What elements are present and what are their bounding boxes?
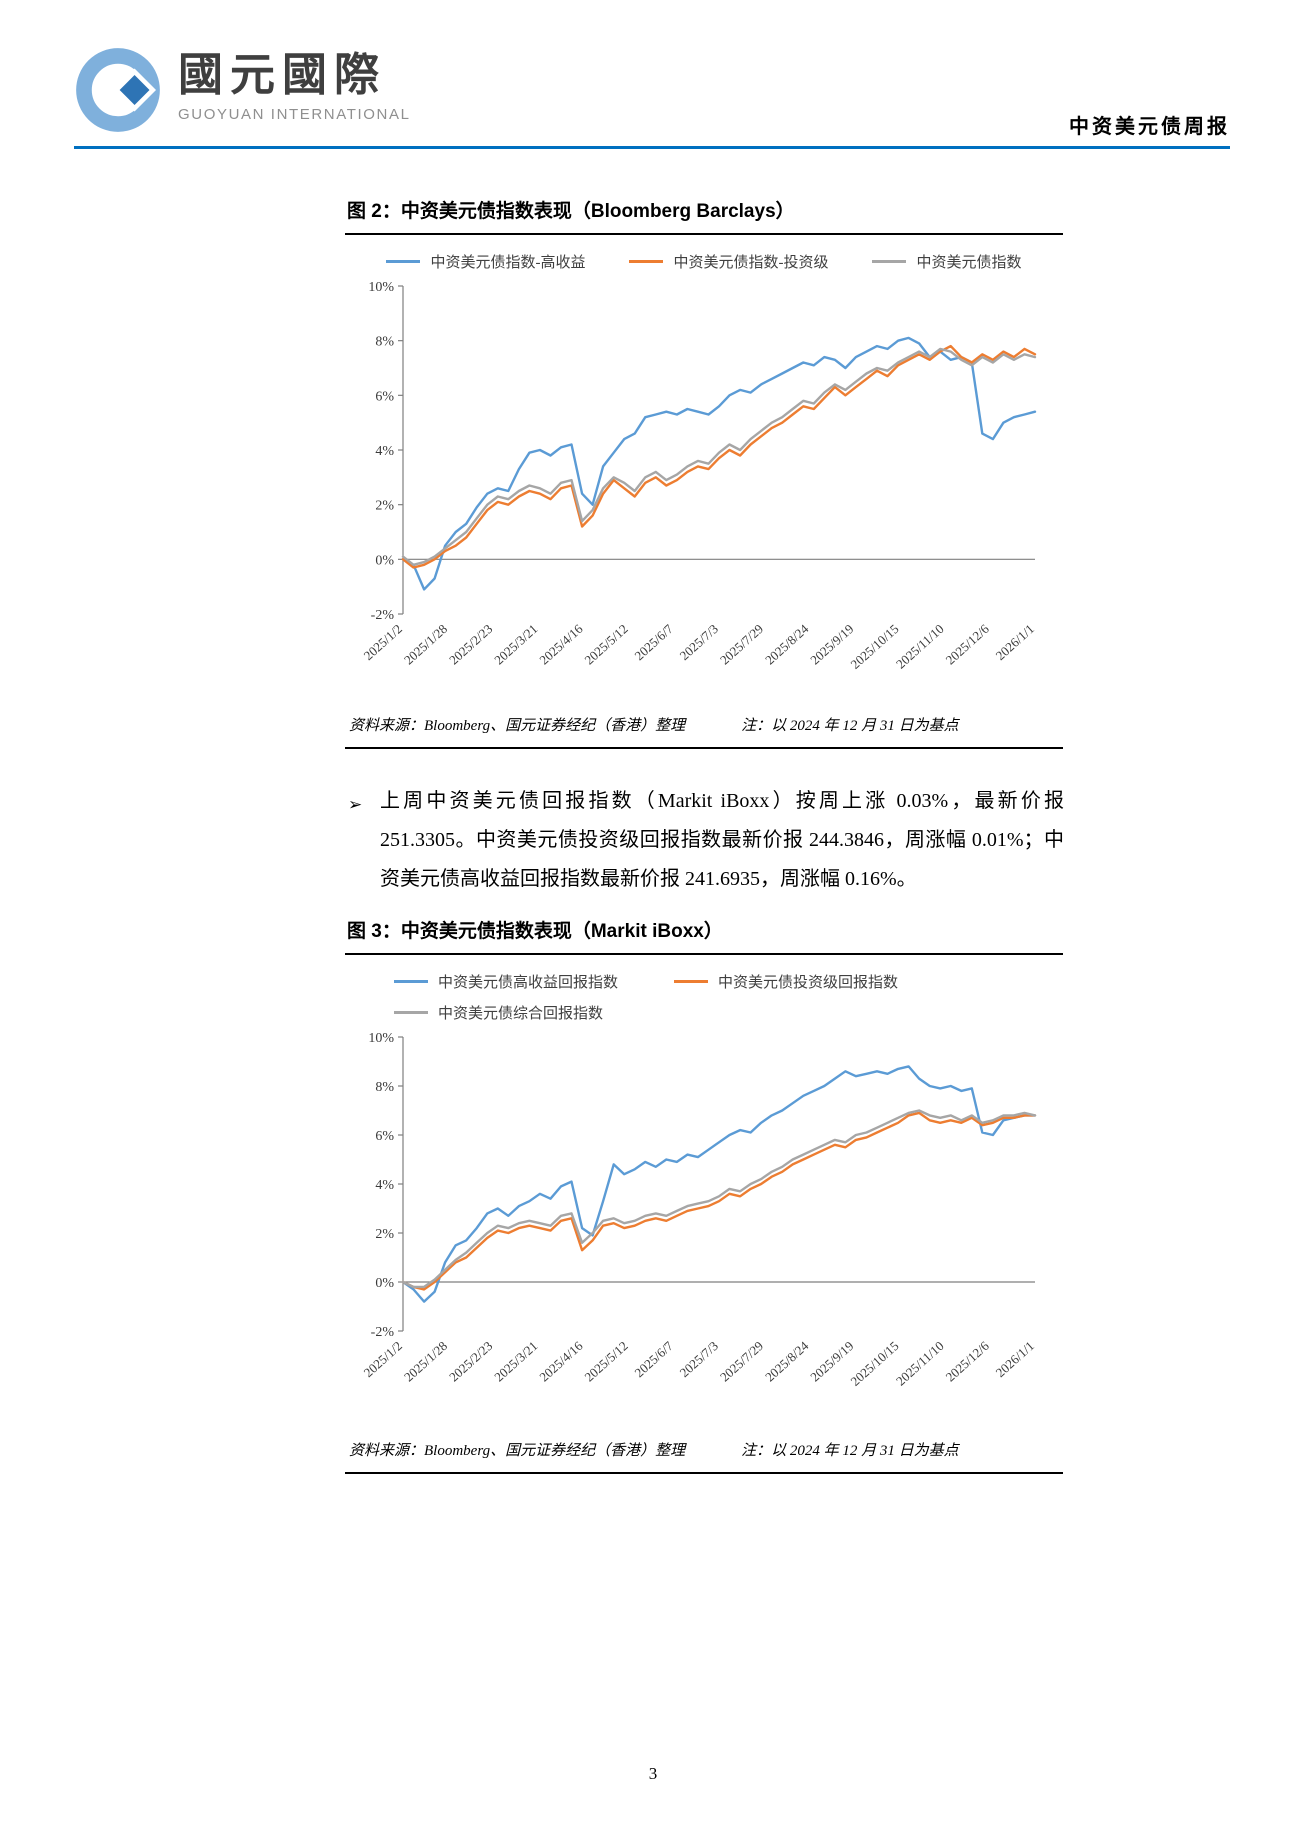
x-tick-label: 2025/2/23 bbox=[446, 1338, 495, 1384]
y-tick-label: -2% bbox=[371, 608, 395, 623]
legend-swatch bbox=[674, 980, 709, 983]
x-tick-label: 2025/1/28 bbox=[401, 621, 450, 667]
legend-swatch bbox=[872, 260, 907, 263]
y-tick-label: 8% bbox=[375, 1080, 394, 1095]
legend-label: 中资美元债指数-投资级 bbox=[673, 255, 829, 271]
legend-item: 中资美元债指数 bbox=[872, 251, 1022, 272]
x-tick-label: 2025/11/10 bbox=[893, 621, 947, 671]
figure3-source: 资料来源：Bloomberg、国元证券经纪（香港）整理 bbox=[349, 1443, 686, 1459]
x-tick-label: 2025/6/7 bbox=[631, 621, 676, 663]
figure2-source: 资料来源：Bloomberg、国元证券经纪（香港）整理 bbox=[349, 718, 686, 734]
legend-item: 中资美元债综合回报指数 bbox=[394, 1002, 603, 1023]
y-tick-label: 2% bbox=[375, 1227, 394, 1242]
legend-item: 中资美元债指数-高收益 bbox=[386, 251, 585, 272]
figure3-title: 图 3：中资美元债指数表现（Markit iBoxx） bbox=[345, 916, 1063, 955]
legend-label: 中资美元债投资级回报指数 bbox=[718, 975, 899, 991]
x-tick-label: 2025/12/6 bbox=[943, 1338, 993, 1385]
summary-text: 上周中资美元债回报指数（Markit iBoxx）按周上涨 0.03%，最新价报… bbox=[380, 790, 1064, 890]
x-tick-label: 2025/1/2 bbox=[361, 621, 405, 663]
x-tick-label: 2025/7/3 bbox=[677, 621, 721, 663]
figure3-chart: -2% 0% 2% 4% 6% 8% 10% 2025/1/22025/1/282025/2/… bbox=[361, 1031, 1037, 1389]
page-number: 3 bbox=[648, 1764, 658, 1783]
figure2-title: 图 2：中资美元债指数表现（Bloomberg Barclays） bbox=[345, 196, 1063, 235]
x-tick-label: 2025/10/15 bbox=[848, 1338, 902, 1389]
series-line-1 bbox=[401, 344, 1037, 569]
y-tick-label: 6% bbox=[375, 389, 394, 404]
figure2-legend: 中资美元债指数-高收益 中资美元债指数-投资级 中资美元债指数 bbox=[345, 251, 1063, 272]
legend-label: 中资美元债综合回报指数 bbox=[438, 1006, 604, 1022]
series-line-2 bbox=[401, 1109, 1037, 1289]
x-tick-label: 2025/5/12 bbox=[581, 1338, 630, 1384]
x-tick-label: 2025/4/16 bbox=[536, 1338, 586, 1385]
figure2-chart: -2% 0% 2% 4% 6% 8% 10% 2025/1/22025/1/282025/2/… bbox=[361, 280, 1037, 672]
y-tick-label: 4% bbox=[375, 444, 394, 459]
x-tick-label: 2025/3/21 bbox=[491, 621, 540, 667]
y-tick-label: 10% bbox=[368, 280, 394, 295]
logo-texts: 國元國際 GUOYUAN INTERNATIONAL bbox=[178, 50, 411, 123]
legend-label: 中资美元债高收益回报指数 bbox=[438, 975, 619, 991]
legend-item: 中资美元债高收益回报指数 bbox=[394, 971, 618, 992]
legend-swatch bbox=[386, 260, 421, 263]
y-tick-label: 8% bbox=[375, 335, 394, 350]
legend-item: 中资美元债指数-投资级 bbox=[629, 251, 828, 272]
x-tick-label: 2025/2/23 bbox=[446, 621, 495, 667]
legend-swatch bbox=[394, 1011, 428, 1014]
y-tick-label: 0% bbox=[375, 553, 394, 568]
x-tick-label: 2025/7/29 bbox=[717, 621, 766, 667]
x-tick-label: 2025/3/21 bbox=[491, 1338, 540, 1384]
figure3-note: 注：以 2024 年 12 月 31 日为基点 bbox=[741, 1443, 959, 1459]
x-tick-label: 2025/8/24 bbox=[762, 1338, 812, 1385]
legend-label: 中资美元债指数 bbox=[916, 255, 1022, 271]
bullet-arrow-icon: ➢ bbox=[348, 795, 363, 814]
logo-text-cn: 國元國際 bbox=[178, 50, 387, 100]
legend-swatch bbox=[629, 260, 664, 263]
x-tick-label: 2025/7/29 bbox=[717, 1338, 766, 1384]
y-tick-label: 4% bbox=[375, 1178, 394, 1193]
x-tick-label: 2025/6/7 bbox=[631, 1338, 676, 1380]
y-tick-label: 10% bbox=[368, 1031, 394, 1046]
legend-swatch bbox=[394, 980, 428, 983]
x-tick-label: 2025/7/3 bbox=[677, 1338, 721, 1380]
x-tick-label: 2025/11/10 bbox=[893, 1338, 947, 1388]
y-tick-label: 0% bbox=[375, 1276, 394, 1291]
series-line-1 bbox=[401, 1111, 1037, 1291]
x-tick-label: 2025/1/28 bbox=[401, 1338, 450, 1384]
header-logo-block: 國元國際 GUOYUAN INTERNATIONAL bbox=[72, 44, 411, 136]
y-tick-label: 2% bbox=[375, 499, 394, 514]
figure2-source-row: 资料来源：Bloomberg、国元证券经纪（香港）整理 注：以 2024 年 1… bbox=[345, 704, 1063, 749]
legend-label: 中资美元债指数-高收益 bbox=[430, 255, 586, 271]
x-tick-label: 2026/1/1 bbox=[993, 1338, 1037, 1380]
report-title: 中资美元债周报 bbox=[1069, 116, 1230, 138]
x-tick-label: 2025/8/24 bbox=[762, 621, 812, 668]
y-tick-label: 6% bbox=[375, 1129, 394, 1144]
header-divider bbox=[74, 146, 1230, 149]
y-tick-label: -2% bbox=[371, 1325, 395, 1340]
series-line-0 bbox=[401, 1065, 1037, 1303]
figure3-source-row: 资料来源：Bloomberg、国元证券经纪（香港）整理 注：以 2024 年 1… bbox=[345, 1429, 1063, 1474]
x-tick-label: 2026/1/1 bbox=[993, 621, 1037, 663]
series-line-0 bbox=[401, 336, 1037, 591]
series-line-2 bbox=[401, 347, 1037, 566]
logo-text-en: GUOYUAN INTERNATIONAL bbox=[178, 105, 411, 123]
figure3-block: 图 3：中资美元债指数表现（Markit iBoxx） 中资美元债高收益回报指数… bbox=[345, 916, 1063, 1474]
x-tick-label: 2025/4/16 bbox=[536, 621, 586, 668]
figure2-note: 注：以 2024 年 12 月 31 日为基点 bbox=[741, 718, 959, 734]
x-tick-label: 2025/10/15 bbox=[848, 621, 902, 672]
x-tick-label: 2025/12/6 bbox=[943, 621, 993, 668]
x-tick-label: 2025/1/2 bbox=[361, 1338, 405, 1380]
figure3-legend: 中资美元债高收益回报指数 中资美元债投资级回报指数中资美元债综合回报指数 bbox=[394, 971, 1014, 1023]
x-tick-label: 2025/5/12 bbox=[581, 621, 630, 667]
guoyuan-logo-icon bbox=[76, 48, 160, 132]
figure2-block: 图 2：中资美元债指数表现（Bloomberg Barclays） 中资美元债指… bbox=[345, 196, 1063, 749]
legend-item: 中资美元债投资级回报指数 bbox=[674, 971, 898, 992]
summary-paragraph: ➢ 上周中资美元债回报指数（Markit iBoxx）按周上涨 0.03%，最新… bbox=[348, 782, 1064, 899]
